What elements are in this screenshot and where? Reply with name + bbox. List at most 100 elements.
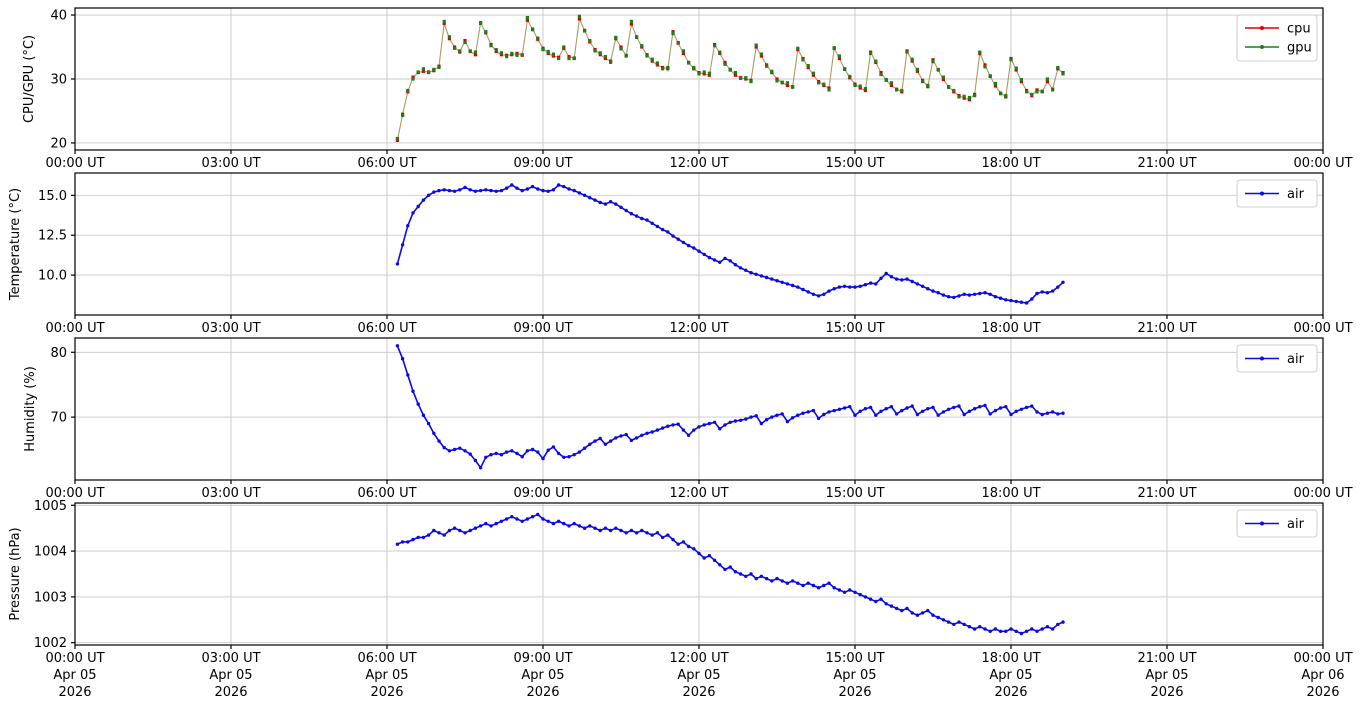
x-tick-date: Apr 05 [677, 668, 720, 683]
x-tick-label: 00:00 UT [45, 486, 104, 501]
series-markers-air [395, 344, 1065, 470]
x-tick-label: 00:00 UT [1293, 651, 1352, 666]
x-tick-label: 09:00 UT [513, 651, 572, 666]
y-ticks-pressure: 1002 1003 1004 1005 [34, 499, 75, 651]
x-tick-label: 21:00 UT [1137, 651, 1196, 666]
x-tick-year: 2026 [994, 685, 1027, 700]
x-tick-label: 09:00 UT [513, 486, 572, 501]
legend-label-gpu: gpu [1287, 41, 1312, 56]
legend-label-cpu: cpu [1287, 22, 1311, 37]
x-tick-label: 00:00 UT [1293, 486, 1352, 501]
x-tick-year: 2026 [58, 685, 91, 700]
legend-label-air: air [1287, 187, 1305, 202]
x-tick-year: 2026 [370, 685, 403, 700]
legend-temperature: air [1236, 179, 1318, 208]
x-ticks-pressure: 00:00 UT Apr 05 2026 03:00 UT Apr 05 2026 06:0… [45, 645, 1353, 700]
x-tick-label: 03:00 UT [201, 651, 260, 666]
legend-pressure: air [1236, 509, 1318, 538]
x-tick-date: Apr 05 [53, 668, 96, 683]
x-tick-label: 09:00 UT [513, 321, 572, 336]
x-tick-label: 06:00 UT [357, 651, 416, 666]
y-tick-label: 1002 [34, 636, 67, 651]
x-tick-label: 18:00 UT [981, 651, 1040, 666]
x-tick-label: 09:00 UT [513, 156, 572, 171]
x-tick-label: 21:00 UT [1137, 156, 1196, 171]
y-axis-label-pressure: Pressure (hPa) [8, 527, 23, 620]
x-tick-label: 15:00 UT [825, 651, 884, 666]
y-tick-label: 12.5 [38, 229, 67, 244]
x-tick-year: 2026 [1306, 685, 1339, 700]
y-axis-label-cpu-gpu: CPU/GPU (°C) [22, 35, 37, 123]
x-tick-date: Apr 05 [833, 668, 876, 683]
y-tick-label: 1003 [34, 590, 67, 605]
y-tick-label: 40 [50, 9, 67, 24]
y-ticks-temperature: 10.0 12.5 15.0 [38, 189, 75, 284]
x-tick-label: 06:00 UT [357, 156, 416, 171]
x-tick-label: 00:00 UT [45, 321, 104, 336]
y-tick-label: 10.0 [38, 269, 67, 284]
legend-marker-sample [1260, 356, 1264, 361]
y-ticks-cpu-gpu: 20 30 40 [50, 9, 75, 151]
panel-temperature: 10.0 12.5 15.0 00:00 UT 03:00 UT 06:00 UT 09:0… [8, 172, 1353, 336]
x-tick-year: 2026 [526, 685, 559, 700]
x-tick-label: 15:00 UT [825, 156, 884, 171]
legend-marker-sample [1260, 26, 1264, 30]
series-markers-air [395, 183, 1065, 305]
y-ticks-humidity: 70 80 [50, 346, 75, 426]
x-tick-label: 12:00 UT [669, 321, 728, 336]
x-tick-label: 18:00 UT [981, 486, 1040, 501]
legend-marker-sample [1260, 45, 1264, 49]
x-tick-label: 12:00 UT [669, 156, 728, 171]
x-tick-label: 03:00 UT [201, 156, 260, 171]
y-tick-label: 15.0 [38, 189, 67, 204]
x-tick-label: 03:00 UT [201, 321, 260, 336]
x-tick-label: 12:00 UT [669, 651, 728, 666]
x-tick-label: 06:00 UT [357, 321, 416, 336]
x-tick-label: 00:00 UT [1293, 156, 1352, 171]
y-tick-label: 70 [50, 411, 67, 426]
x-tick-year: 2026 [838, 685, 871, 700]
legend-cpu-gpu: cpu gpu [1236, 14, 1318, 62]
x-tick-label: 03:00 UT [201, 486, 260, 501]
x-tick-date: Apr 05 [521, 668, 564, 683]
panel-cpu-gpu: 20 30 40 00:00 UT 03:00 UT 06:00 UT 09:00 UT 12… [22, 7, 1353, 171]
grid-cpu-gpu [74, 8, 1324, 150]
x-tick-label: 15:00 UT [825, 321, 884, 336]
x-tick-label: 12:00 UT [669, 486, 728, 501]
legend-label-air: air [1287, 517, 1305, 532]
x-tick-date: Apr 05 [365, 668, 408, 683]
x-tick-label: 00:00 UT [45, 156, 104, 171]
x-tick-date: Apr 05 [209, 668, 252, 683]
y-tick-label: 80 [50, 346, 67, 361]
x-tick-year: 2026 [1150, 685, 1183, 700]
panel-humidity: 70 80 00:00 UT 03:00 UT 06:00 UT 09:00 UT 12:0… [23, 337, 1353, 501]
y-axis-label-temperature: Temperature (°C) [8, 188, 23, 301]
x-tick-label: 18:00 UT [981, 321, 1040, 336]
legend-humidity: air [1236, 344, 1318, 373]
y-axis-label-humidity: Humidity (%) [23, 366, 38, 452]
x-tick-label: 18:00 UT [981, 156, 1040, 171]
x-tick-label: 21:00 UT [1137, 321, 1196, 336]
x-tick-year: 2026 [214, 685, 247, 700]
x-tick-label: 00:00 UT [1293, 321, 1352, 336]
x-tick-label: 15:00 UT [825, 486, 884, 501]
x-ticks-temperature: 00:00 UT 03:00 UT 06:00 UT 09:00 UT 12:00 UT… [45, 315, 1353, 336]
x-tick-label: 21:00 UT [1137, 486, 1196, 501]
x-tick-date: Apr 06 [1301, 668, 1344, 683]
y-tick-label: 20 [50, 136, 67, 151]
legend-marker-sample [1260, 521, 1264, 526]
y-tick-label: 1004 [34, 545, 67, 560]
x-tick-label: 06:00 UT [357, 486, 416, 501]
x-tick-year: 2026 [682, 685, 715, 700]
x-tick-date: Apr 05 [1145, 668, 1188, 683]
series-markers-air [395, 512, 1065, 636]
x-tick-date: Apr 05 [989, 668, 1032, 683]
y-tick-label: 30 [50, 73, 67, 88]
x-tick-label: 00:00 UT [45, 651, 104, 666]
series-markers-gpu [395, 14, 1065, 141]
x-ticks-humidity: 00:00 UT 03:00 UT 06:00 UT 09:00 UT 12:00 UT… [45, 480, 1353, 501]
y-tick-label: 1005 [34, 499, 67, 514]
